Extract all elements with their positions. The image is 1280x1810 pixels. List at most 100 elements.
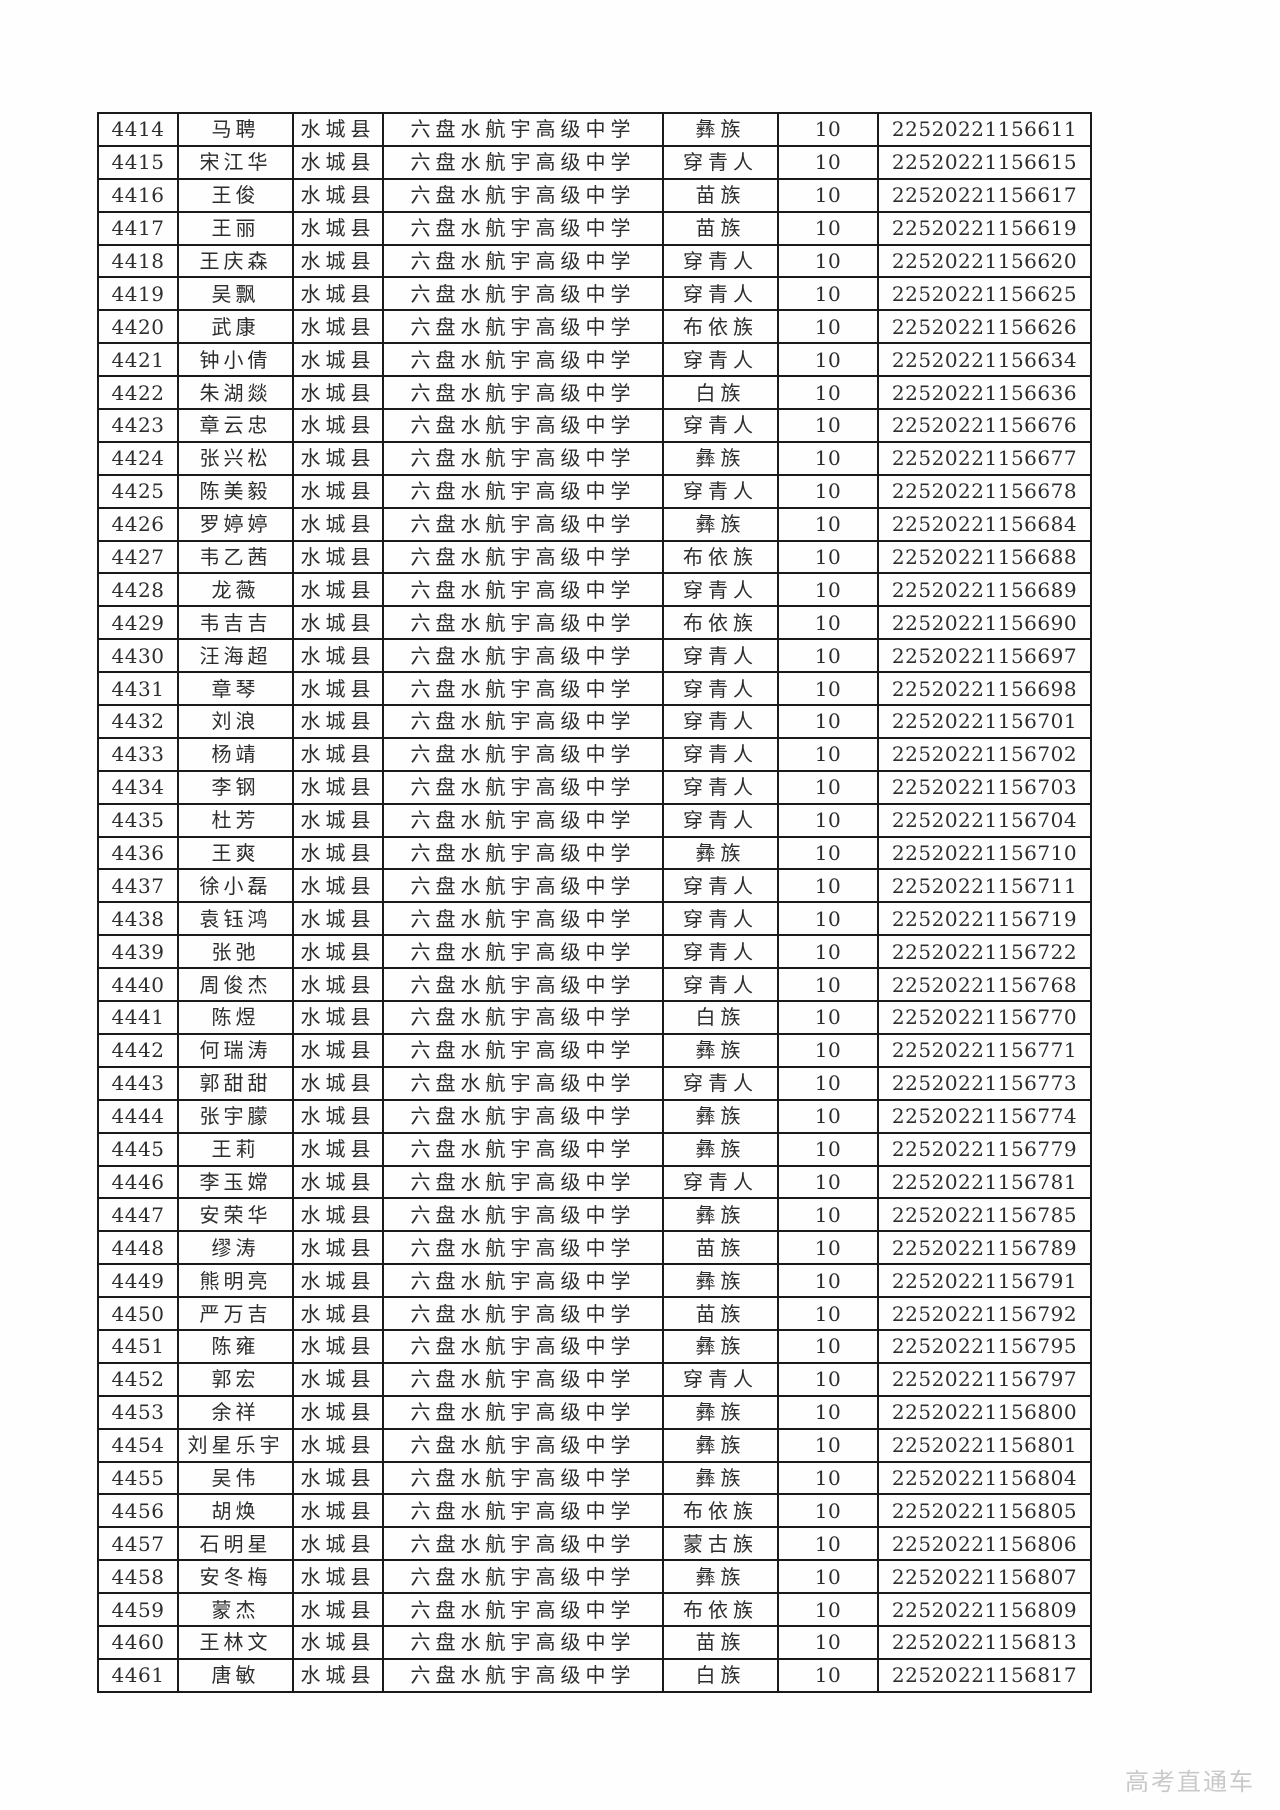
cell-id: 22520221156791 [877, 1263, 1092, 1299]
cell-name: 熊明亮 [177, 1263, 294, 1299]
cell-score: 10 [777, 1000, 879, 1035]
cell-ethnicity: 布依族 [662, 539, 779, 575]
table-row: 4460 王林文 水城县 六盘水航宇高级中学 苗族 10 22520221156813 [97, 1624, 1092, 1660]
cell-score: 10 [777, 802, 879, 838]
cell-school: 六盘水航宇高级中学 [382, 506, 664, 542]
cell-name: 韦吉吉 [177, 605, 294, 641]
cell-school: 六盘水航宇高级中学 [382, 835, 664, 871]
cell-no: 4417 [97, 210, 179, 246]
cell-name: 李玉嫦 [177, 1164, 294, 1200]
cell-score: 10 [777, 1131, 879, 1167]
cell-name: 王丽 [177, 210, 294, 246]
cell-school: 六盘水航宇高级中学 [382, 1592, 664, 1627]
cell-id: 22520221156795 [877, 1328, 1092, 1364]
cell-name: 韦乙茜 [177, 539, 294, 575]
cell-county: 水城县 [292, 440, 384, 476]
cell-school: 六盘水航宇高级中学 [382, 309, 664, 345]
cell-county: 水城县 [292, 1065, 384, 1101]
cell-no: 4425 [97, 473, 179, 509]
cell-score: 10 [777, 769, 879, 805]
cell-no: 4461 [97, 1657, 179, 1693]
cell-county: 水城县 [292, 276, 384, 312]
cell-school: 六盘水航宇高级中学 [382, 112, 664, 147]
cell-no: 4430 [97, 638, 179, 674]
table-row: 4449 熊明亮 水城县 六盘水航宇高级中学 彝族 10 22520221156791 [97, 1263, 1092, 1299]
cell-name: 周俊杰 [177, 967, 294, 1003]
cell-county: 水城县 [292, 1657, 384, 1693]
cell-no: 4435 [97, 802, 179, 838]
students-table: 4414 马聘 水城县 六盘水航宇高级中学 彝族 10 22520221156611 4415… [97, 112, 1092, 1693]
cell-ethnicity: 穿青人 [662, 671, 779, 707]
table-row: 4429 韦吉吉 水城县 六盘水航宇高级中学 布依族 10 22520221156690 [97, 605, 1092, 641]
cell-score: 10 [777, 309, 879, 345]
cell-school: 六盘水航宇高级中学 [382, 539, 664, 575]
cell-score: 10 [777, 736, 879, 772]
cell-name: 蒙杰 [177, 1592, 294, 1627]
table-row: 4453 余祥 水城县 六盘水航宇高级中学 彝族 10 22520221156800 [97, 1394, 1092, 1430]
table-row: 4461 唐敏 水城县 六盘水航宇高级中学 白族 10 22520221156817 [97, 1657, 1092, 1693]
cell-no: 4454 [97, 1427, 179, 1463]
table-row: 4420 武康 水城县 六盘水航宇高级中学 布依族 10 22520221156626 [97, 309, 1092, 345]
cell-name: 唐敏 [177, 1657, 294, 1693]
cell-county: 水城县 [292, 1361, 384, 1397]
cell-ethnicity: 白族 [662, 1000, 779, 1035]
cell-id: 22520221156689 [877, 572, 1092, 608]
cell-name: 陈美毅 [177, 473, 294, 509]
cell-score: 10 [777, 1328, 879, 1364]
cell-ethnicity: 彝族 [662, 1460, 779, 1496]
cell-school: 六盘水航宇高级中学 [382, 1263, 664, 1299]
cell-ethnicity: 穿青人 [662, 572, 779, 608]
cell-county: 水城县 [292, 539, 384, 575]
cell-score: 10 [777, 1361, 879, 1397]
table-row: 4448 缪涛 水城县 六盘水航宇高级中学 苗族 10 22520221156789 [97, 1230, 1092, 1266]
cell-school: 六盘水航宇高级中学 [382, 1065, 664, 1101]
cell-no: 4423 [97, 408, 179, 443]
cell-county: 水城县 [292, 605, 384, 641]
cell-ethnicity: 穿青人 [662, 704, 779, 739]
cell-ethnicity: 穿青人 [662, 868, 779, 904]
cell-score: 10 [777, 1164, 879, 1200]
table-row: 4430 汪海超 水城县 六盘水航宇高级中学 穿青人 10 22520221156697 [97, 638, 1092, 674]
cell-id: 22520221156773 [877, 1065, 1092, 1101]
cell-no: 4428 [97, 572, 179, 608]
cell-school: 六盘水航宇高级中学 [382, 901, 664, 937]
cell-county: 水城县 [292, 1624, 384, 1660]
table-row: 4437 徐小磊 水城县 六盘水航宇高级中学 穿青人 10 22520221156711 [97, 868, 1092, 904]
cell-county: 水城县 [292, 1328, 384, 1364]
cell-id: 22520221156636 [877, 375, 1092, 411]
table-row: 4455 吴伟 水城县 六盘水航宇高级中学 彝族 10 22520221156804 [97, 1460, 1092, 1496]
cell-score: 10 [777, 506, 879, 542]
cell-name: 徐小磊 [177, 868, 294, 904]
cell-school: 六盘水航宇高级中学 [382, 1197, 664, 1233]
cell-county: 水城县 [292, 1559, 384, 1595]
table-row: 4427 韦乙茜 水城县 六盘水航宇高级中学 布依族 10 22520221156688 [97, 539, 1092, 575]
cell-id: 22520221156801 [877, 1427, 1092, 1463]
cell-school: 六盘水航宇高级中学 [382, 375, 664, 411]
table-row: 4444 张宇朦 水城县 六盘水航宇高级中学 彝族 10 22520221156774 [97, 1098, 1092, 1134]
cell-no: 4433 [97, 736, 179, 772]
table-row: 4426 罗婷婷 水城县 六盘水航宇高级中学 彝族 10 22520221156684 [97, 506, 1092, 542]
cell-no: 4432 [97, 704, 179, 739]
table-row: 4425 陈美毅 水城县 六盘水航宇高级中学 穿青人 10 22520221156678 [97, 473, 1092, 509]
table-row: 4451 陈雍 水城县 六盘水航宇高级中学 彝族 10 22520221156795 [97, 1328, 1092, 1364]
cell-school: 六盘水航宇高级中学 [382, 1164, 664, 1200]
cell-score: 10 [777, 1296, 879, 1331]
cell-school: 六盘水航宇高级中学 [382, 704, 664, 739]
cell-county: 水城县 [292, 1296, 384, 1331]
cell-county: 水城县 [292, 802, 384, 838]
cell-name: 安冬梅 [177, 1559, 294, 1595]
cell-school: 六盘水航宇高级中学 [382, 638, 664, 674]
table-row: 4456 胡焕 水城县 六盘水航宇高级中学 布依族 10 22520221156805 [97, 1493, 1092, 1529]
cell-school: 六盘水航宇高级中学 [382, 967, 664, 1003]
cell-county: 水城县 [292, 375, 384, 411]
cell-county: 水城县 [292, 1526, 384, 1562]
cell-school: 六盘水航宇高级中学 [382, 1361, 664, 1397]
cell-id: 22520221156625 [877, 276, 1092, 312]
table-row: 4422 朱湖燚 水城县 六盘水航宇高级中学 白族 10 22520221156636 [97, 375, 1092, 411]
cell-id: 22520221156617 [877, 177, 1092, 213]
cell-score: 10 [777, 375, 879, 411]
cell-id: 22520221156770 [877, 1000, 1092, 1035]
cell-county: 水城县 [292, 868, 384, 904]
cell-school: 六盘水航宇高级中学 [382, 440, 664, 476]
